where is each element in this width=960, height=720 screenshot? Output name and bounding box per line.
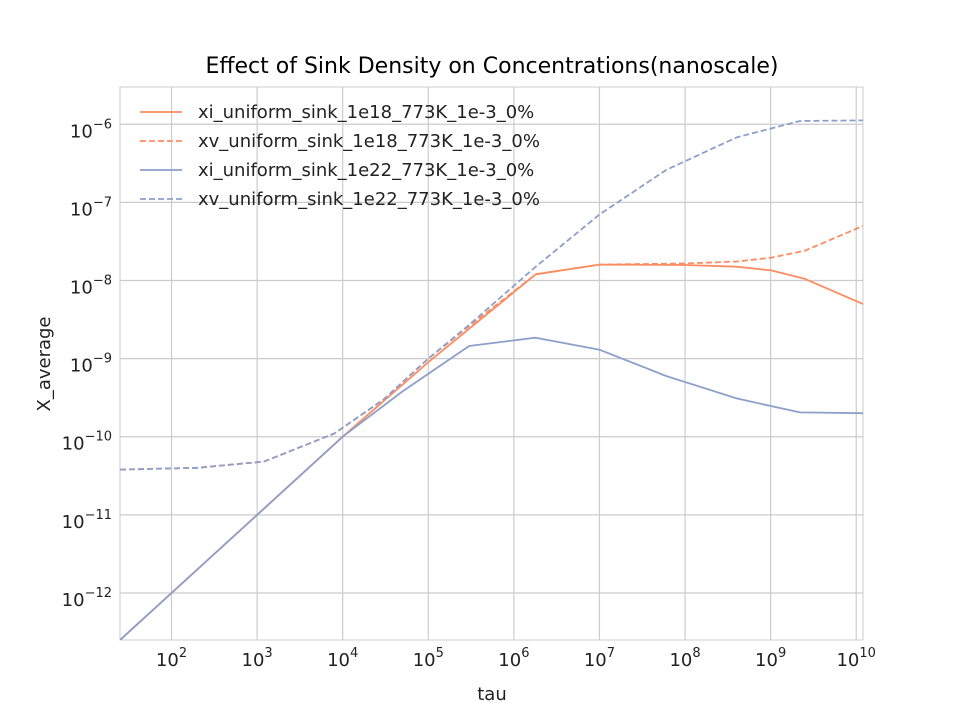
x-tick-label: 108 (669, 646, 700, 671)
x-tick-label: 104 (327, 646, 358, 671)
x-axis-label: tau (477, 684, 507, 705)
y-tick-label: 10−6 (70, 117, 112, 142)
x-tick-label: 109 (755, 646, 786, 671)
chart-title: Effect of Sink Density on Concentrations… (205, 54, 778, 79)
y-tick-label: 10−10 (62, 430, 112, 455)
y-tick-labels: 10−12 10−11 10−10 10−9 10−8 10−7 10−6 (62, 117, 112, 611)
x-tick-label: 107 (584, 646, 615, 671)
grid (120, 87, 863, 640)
y-tick-label: 10−11 (62, 508, 112, 533)
x-tick-label: 1010 (836, 646, 875, 671)
x-tick-labels: 102 103 104 105 106 107 108 109 1010 (156, 646, 876, 671)
series-line-3 (120, 336, 863, 640)
x-tick-label: 105 (413, 646, 444, 671)
y-axis-label: X_average (34, 316, 55, 411)
y-tick-label: 10−8 (70, 274, 112, 299)
legend-label-1: xi_uniform_sink_1e18_773K_1e-3_0% (198, 102, 534, 123)
series-line-4 (120, 119, 863, 471)
x-tick-label: 103 (242, 646, 273, 671)
legend: xi_uniform_sink_1e18_773K_1e-3_0% xv_unif… (140, 102, 540, 210)
legend-label-4: xv_uniform_sink_1e22_773K_1e-3_0% (198, 189, 540, 210)
y-tick-label: 10−7 (70, 195, 112, 220)
legend-label-3: xi_uniform_sink_1e22_773K_1e-3_0% (198, 160, 534, 181)
x-tick-label: 102 (156, 646, 187, 671)
plot-area (119, 86, 864, 641)
y-tick-label: 10−12 (62, 586, 112, 611)
y-tick-label: 10−9 (70, 352, 112, 377)
x-tick-label: 106 (498, 646, 529, 671)
series-lines (120, 119, 863, 640)
legend-label-2: xv_uniform_sink_1e18_773K_1e-3_0% (198, 131, 540, 152)
